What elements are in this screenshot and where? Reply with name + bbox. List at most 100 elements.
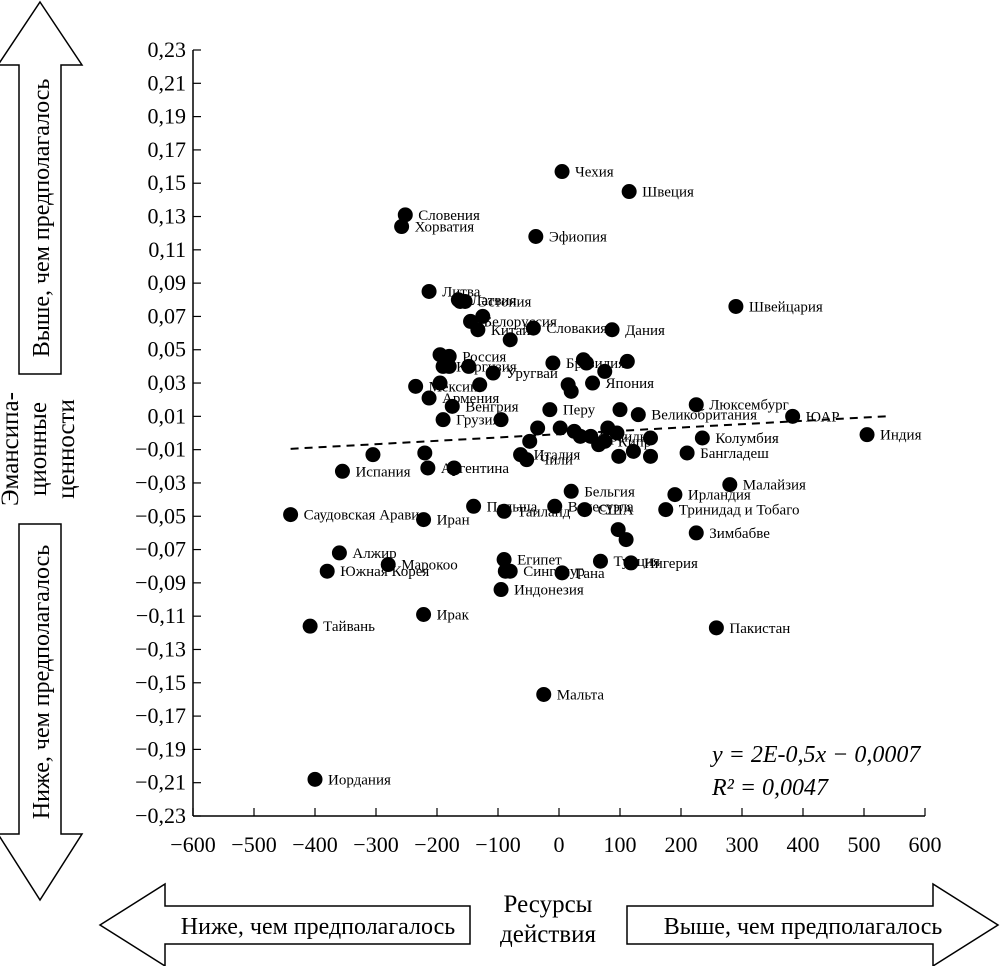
point-label: Марокоо: [401, 558, 458, 574]
point-label: Грузия: [456, 413, 499, 429]
data-point: [496, 552, 512, 568]
data-point: [496, 503, 512, 519]
data-point: [554, 164, 570, 180]
point-label: Швеция: [642, 185, 694, 201]
y-tick-label: 0,09: [148, 270, 187, 295]
data-point: [722, 477, 738, 493]
point-label: Тайвань: [323, 619, 375, 635]
arrow-up-label: Выше, чем предполагалось: [29, 79, 55, 358]
point-label: Венгрия: [465, 399, 518, 415]
data-point: [408, 378, 424, 394]
point-label: Чили: [540, 453, 573, 469]
point-label: Эфиопия: [549, 230, 607, 246]
data-point: [519, 452, 535, 468]
arrow-down-shape: [0, 523, 84, 902]
point-label: Зимбабве: [709, 526, 770, 542]
y-tick-label: −0,23: [135, 803, 186, 828]
data-point: [528, 229, 544, 245]
data-point: [625, 443, 641, 459]
data-point: [563, 383, 579, 399]
data-point: [522, 433, 538, 449]
data-point: [493, 412, 509, 428]
data-point: [563, 483, 579, 499]
point-label: Армения: [442, 391, 499, 407]
y-tick-label: −0,11: [136, 603, 186, 628]
point-label: Пакистан: [729, 621, 790, 637]
point-label: Польша: [487, 499, 538, 515]
point-label: Египет: [517, 553, 562, 569]
y-tick-label: 0,23: [148, 37, 187, 62]
x-tick-label: −400: [292, 832, 337, 857]
point-label: Нигерия: [644, 556, 698, 572]
data-point: [609, 425, 625, 441]
data-point: [334, 463, 350, 479]
point-label: Сингапур: [523, 564, 585, 580]
data-point: [302, 618, 318, 634]
data-point: [552, 420, 568, 436]
data-point: [502, 332, 518, 348]
data-point: [708, 620, 724, 636]
data-point: [380, 557, 396, 573]
y-tick-label: −0,15: [135, 670, 186, 695]
data-point: [466, 498, 482, 514]
data-point: [416, 512, 432, 528]
data-point: [610, 522, 626, 538]
point-label: Латвия: [471, 293, 516, 309]
y-tick-label: 0,01: [148, 403, 187, 428]
data-point: [679, 445, 695, 461]
x-tick-label: 200: [665, 832, 698, 857]
point-label: Гана: [575, 566, 605, 582]
point-label: Италия: [534, 448, 581, 464]
point-label: Уругвай: [506, 366, 558, 382]
y-tick-label: −0,19: [135, 736, 186, 761]
arrow-up-shape: [0, 0, 84, 375]
data-point: [435, 412, 451, 428]
y-axis-title-line: Эмансипа-: [0, 392, 24, 506]
point-label: Кипр: [618, 434, 652, 450]
y-tick-label: 0,11: [148, 237, 186, 262]
point-label: Индонезия: [514, 583, 584, 599]
data-point: [597, 363, 613, 379]
data-point: [475, 308, 491, 324]
data-point: [578, 355, 594, 371]
point-label: Словакия: [546, 321, 607, 337]
x-tick-label: 300: [726, 832, 759, 857]
data-point: [577, 502, 593, 518]
data-point: [421, 390, 437, 406]
y-tick-label: 0,13: [148, 204, 187, 229]
data-point: [435, 358, 451, 374]
point-label: Литва: [442, 284, 481, 300]
point-label: Иран: [437, 513, 470, 529]
point-label: Ирак: [437, 608, 470, 624]
point-label: Бразилия: [566, 356, 625, 372]
y-tick-label: −0,21: [135, 770, 186, 795]
y-tick-label: −0,17: [135, 703, 186, 728]
data-point: [461, 358, 477, 374]
point-label: Аргентина: [441, 461, 510, 477]
data-point: [307, 771, 323, 787]
point-label: Мексика: [429, 379, 484, 395]
data-point: [420, 460, 436, 476]
point-label: Швейцария: [749, 299, 823, 315]
y-tick-label: −0,01: [135, 437, 186, 462]
point-label: Россия: [462, 349, 506, 365]
data-point: [694, 430, 710, 446]
y-tick-label: −0,07: [135, 537, 186, 562]
data-point: [444, 398, 460, 414]
y-axis-title-line: ционные: [25, 402, 52, 496]
point-label: Словения: [418, 208, 480, 224]
point-label: Тринидад и Тобаго: [679, 503, 800, 519]
data-point: [493, 582, 509, 598]
data-point: [688, 397, 704, 413]
point-label: Дания: [625, 323, 665, 339]
point-label: Хорватия: [415, 220, 475, 236]
y-tick-label: 0,07: [148, 303, 187, 328]
data-point: [688, 525, 704, 541]
r-squared-text: R² = 0,0047: [711, 775, 829, 801]
point-label: Чехия: [575, 165, 614, 181]
point-label: Люксембург: [709, 398, 789, 414]
point-label: ЮАР: [806, 409, 840, 425]
point-label: Малайзия: [743, 478, 806, 494]
data-point: [611, 448, 627, 464]
data-point: [658, 502, 674, 518]
